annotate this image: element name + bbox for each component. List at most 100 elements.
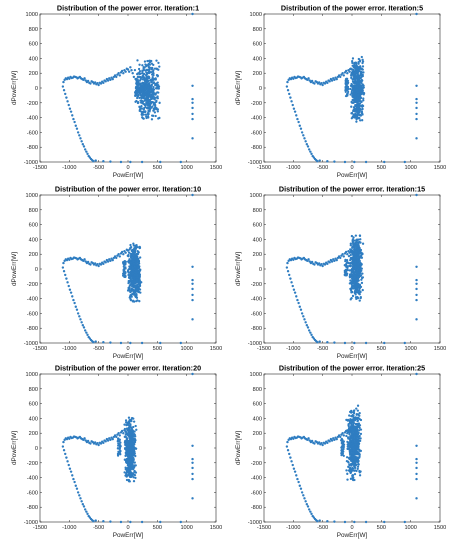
data-point <box>85 150 88 153</box>
scatter-series <box>61 193 194 345</box>
scatter-series <box>61 12 194 164</box>
data-point <box>68 107 72 110</box>
data-point <box>347 255 351 258</box>
data-point <box>109 78 112 82</box>
data-point <box>309 331 312 334</box>
data-point <box>191 101 194 105</box>
data-point <box>360 76 363 79</box>
data-point <box>360 79 364 82</box>
data-point <box>133 271 137 274</box>
data-point <box>359 470 362 473</box>
data-point <box>145 81 149 84</box>
data-point <box>358 117 361 120</box>
data-point <box>346 268 349 271</box>
data-point <box>360 251 363 254</box>
data-point <box>348 456 351 459</box>
data-point <box>356 420 359 423</box>
data-point <box>309 150 312 153</box>
data-point <box>403 160 406 164</box>
data-point <box>310 152 313 156</box>
data-point <box>130 449 134 452</box>
data-point <box>383 341 386 345</box>
data-point <box>358 96 361 100</box>
y-axis-label: dPowErr[W] <box>11 71 18 105</box>
y-tick-label: 200 <box>253 431 262 437</box>
data-point <box>303 137 306 140</box>
chart-panel-6: Distribution of the power error. Iterati… <box>235 364 446 540</box>
data-point <box>116 447 120 450</box>
data-point <box>347 461 350 464</box>
x-tick-label: -500 <box>317 346 328 352</box>
data-point <box>305 143 309 146</box>
data-point <box>124 419 128 422</box>
data-point <box>349 253 352 257</box>
data-point <box>66 281 69 284</box>
data-point <box>358 267 362 270</box>
data-point <box>134 269 138 272</box>
data-point <box>285 445 289 448</box>
data-point <box>361 58 364 61</box>
data-point <box>359 85 362 88</box>
data-point <box>139 76 142 79</box>
data-point <box>286 89 290 92</box>
data-point <box>353 466 357 469</box>
data-point <box>292 288 296 291</box>
data-point <box>128 466 131 469</box>
data-point <box>353 469 357 472</box>
data-point <box>415 193 418 197</box>
data-point <box>292 77 295 80</box>
data-point <box>133 248 136 252</box>
data-point <box>344 250 348 254</box>
data-point <box>357 62 360 65</box>
data-point <box>359 73 362 76</box>
data-point <box>355 67 358 70</box>
data-point <box>356 447 359 451</box>
data-point <box>122 274 125 277</box>
data-point <box>350 105 353 108</box>
data-point <box>353 62 356 65</box>
data-point <box>118 438 122 441</box>
data-point <box>349 425 353 428</box>
data-point <box>137 276 140 279</box>
data-point <box>131 447 135 450</box>
data-point <box>133 273 136 276</box>
y-tick-label: -400 <box>27 116 38 122</box>
data-point <box>353 276 357 279</box>
data-point <box>351 285 354 288</box>
data-point <box>115 75 118 79</box>
data-point <box>127 271 130 274</box>
data-point <box>132 480 136 483</box>
data-point <box>352 68 355 72</box>
data-point <box>345 469 348 472</box>
y-tick-label: 600 <box>253 402 262 408</box>
data-point <box>415 282 418 285</box>
data-point <box>292 258 295 261</box>
data-point <box>351 432 354 435</box>
data-point <box>353 97 356 101</box>
data-point <box>83 329 87 332</box>
data-point <box>342 255 345 258</box>
data-point <box>300 312 304 315</box>
y-tick-label: -600 <box>27 311 38 317</box>
data-point <box>149 101 153 105</box>
data-point <box>342 447 345 451</box>
y-tick-label: 1000 <box>26 12 38 18</box>
data-point <box>191 444 194 447</box>
data-point <box>360 276 364 280</box>
data-point <box>351 430 354 433</box>
data-point <box>356 268 359 272</box>
y-tick-label: 400 <box>253 237 262 243</box>
data-point <box>353 63 356 67</box>
data-point <box>131 285 134 288</box>
data-point <box>111 258 114 262</box>
y-tick-label: 400 <box>253 416 262 422</box>
data-point <box>415 97 418 101</box>
data-point <box>321 443 324 447</box>
data-point <box>348 275 351 278</box>
data-point <box>145 115 148 118</box>
data-point <box>128 285 131 288</box>
data-point <box>354 85 357 88</box>
data-point <box>127 70 131 73</box>
data-point <box>290 460 293 463</box>
data-point <box>286 440 289 444</box>
